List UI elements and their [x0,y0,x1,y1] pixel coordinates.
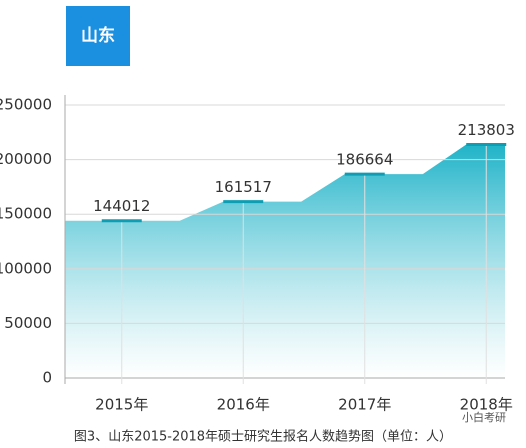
y-tick-label: 50000 [4,314,52,332]
y-tick-label: 250000 [0,96,52,114]
value-label: 144012 [93,197,150,215]
x-tick-label: 2017年 [338,396,391,414]
y-tick-label: 150000 [0,205,52,223]
x-tick-label: 2016年 [217,396,270,414]
area-fill [65,144,505,378]
watermark: 小白考研 [462,410,506,424]
badge-shape [66,6,130,66]
value-label: 161517 [215,178,272,196]
x-tick-label: 2015年 [95,396,148,414]
y-tick-label: 200000 [0,150,52,168]
y-tick-label: 0 [42,369,52,387]
badge-title: 山东 [81,25,115,46]
x-tick-label: 2018年 [460,396,513,414]
value-label: 213803 [458,121,515,139]
caption: 图3、山东2015-2018年硕士研究生报名人数趋势图（单位：人） [74,429,452,445]
y-tick-label: 100000 [0,259,52,277]
value-label: 186664 [336,151,393,169]
